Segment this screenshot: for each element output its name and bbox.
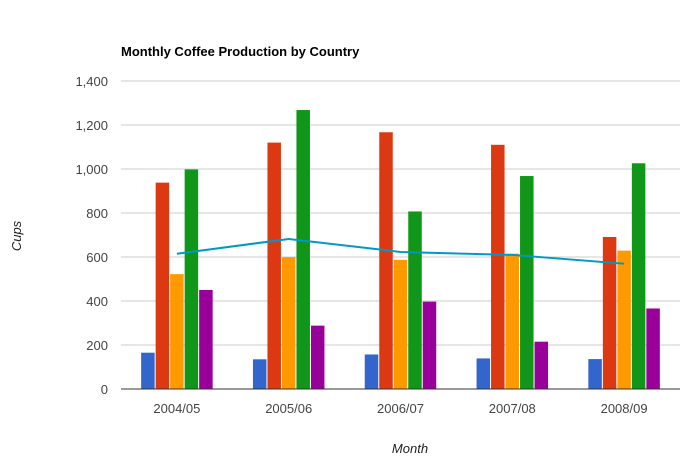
bar (534, 341, 549, 389)
y-tick-label: 800 (86, 206, 108, 221)
bar (170, 274, 184, 389)
x-tick-label: 2006/07 (377, 401, 424, 416)
bar (408, 211, 422, 389)
bar (520, 176, 534, 389)
bar (141, 352, 155, 389)
bar (199, 290, 213, 389)
y-tick-label: 400 (86, 294, 108, 309)
y-tick-label: 1,200 (75, 118, 108, 133)
x-axis-ticks: 2004/05 2005/06 2006/07 2007/08 2008/09 (153, 401, 647, 416)
y-tick-label: 0 (101, 382, 108, 397)
bar (252, 359, 267, 389)
bar (631, 163, 646, 389)
bar (491, 144, 505, 389)
bar (505, 253, 520, 389)
y-tick-label: 600 (86, 250, 108, 265)
bar (310, 325, 325, 389)
y-axis-ticks: 0 200 400 600 800 1,000 1,200 1,400 (75, 74, 108, 397)
x-tick-label: 2005/06 (265, 401, 312, 416)
average-line-layer (176, 237, 625, 265)
bar (364, 354, 379, 389)
bar (393, 259, 408, 389)
bar (296, 110, 310, 389)
x-axis-title: Month (392, 441, 428, 456)
bar (617, 250, 631, 389)
bar (184, 169, 199, 389)
bar (155, 182, 170, 389)
average-line (176, 237, 625, 265)
bar (267, 142, 281, 389)
chart-title: Monthly Coffee Production by Country (121, 44, 360, 59)
x-tick-label: 2007/08 (489, 401, 536, 416)
bar (422, 301, 437, 389)
y-tick-label: 1,400 (75, 74, 108, 89)
y-tick-label: 200 (86, 338, 108, 353)
bars (141, 110, 660, 389)
bar (476, 358, 491, 389)
bar (602, 236, 617, 389)
y-tick-label: 1,000 (75, 162, 108, 177)
gridlines (121, 80, 680, 346)
bar (379, 132, 393, 389)
x-tick-label: 2004/05 (153, 401, 200, 416)
y-axis-title: Cups (9, 220, 24, 251)
bar (281, 257, 296, 389)
x-tick-label: 2008/09 (601, 401, 648, 416)
bar (588, 359, 602, 389)
bar (646, 308, 660, 389)
